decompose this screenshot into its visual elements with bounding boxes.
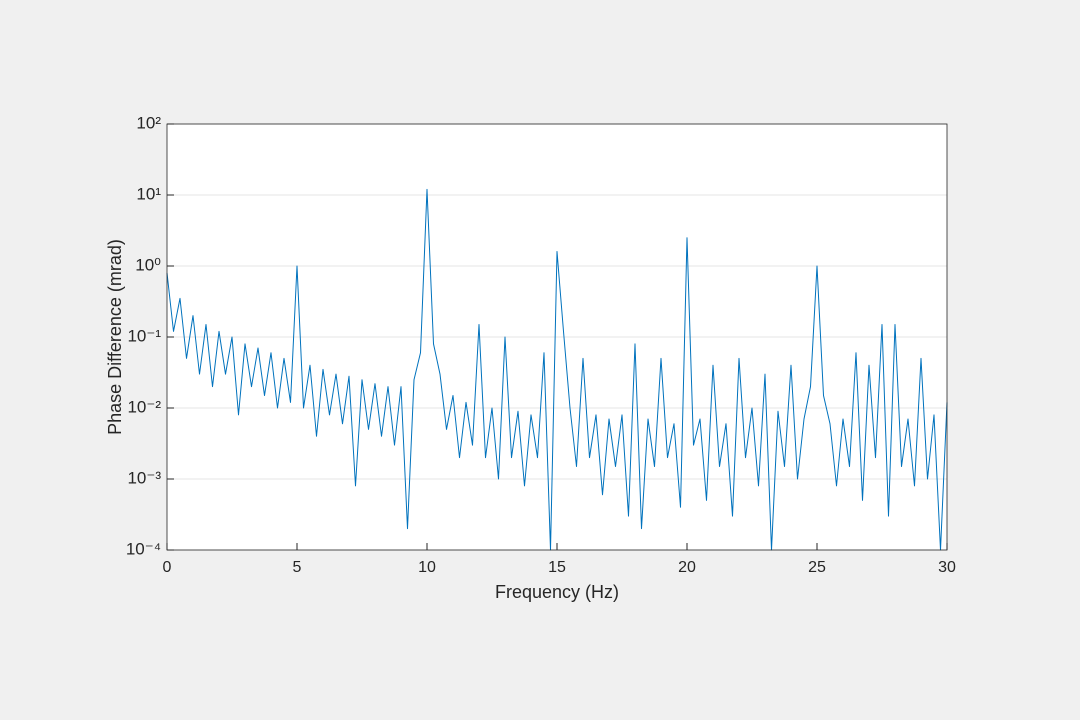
x-tick-label: 5 <box>293 559 302 576</box>
x-tick-label: 15 <box>548 559 566 576</box>
x-axis-label: Frequency (Hz) <box>495 582 619 602</box>
y-tick-label: 10⁻² <box>127 397 161 416</box>
y-tick-label: 10⁰ <box>135 255 161 274</box>
y-axis-label: Phase Difference (mrad) <box>105 239 125 435</box>
x-tick-label: 10 <box>418 559 436 576</box>
y-tick-label: 10⁻³ <box>127 468 161 487</box>
plot-frame <box>166 123 948 551</box>
y-tick-label: 10⁻¹ <box>127 326 161 345</box>
x-tick-label: 25 <box>808 559 826 576</box>
y-tick-label: 10⁻⁴ <box>126 539 161 558</box>
x-tick-label: 20 <box>678 559 696 576</box>
data-line <box>166 188 948 551</box>
y-tick-label: 10² <box>136 113 161 132</box>
y-tick-label: 10¹ <box>136 184 161 203</box>
x-tick-label: 0 <box>163 559 172 576</box>
x-tick-label: 30 <box>938 559 956 576</box>
